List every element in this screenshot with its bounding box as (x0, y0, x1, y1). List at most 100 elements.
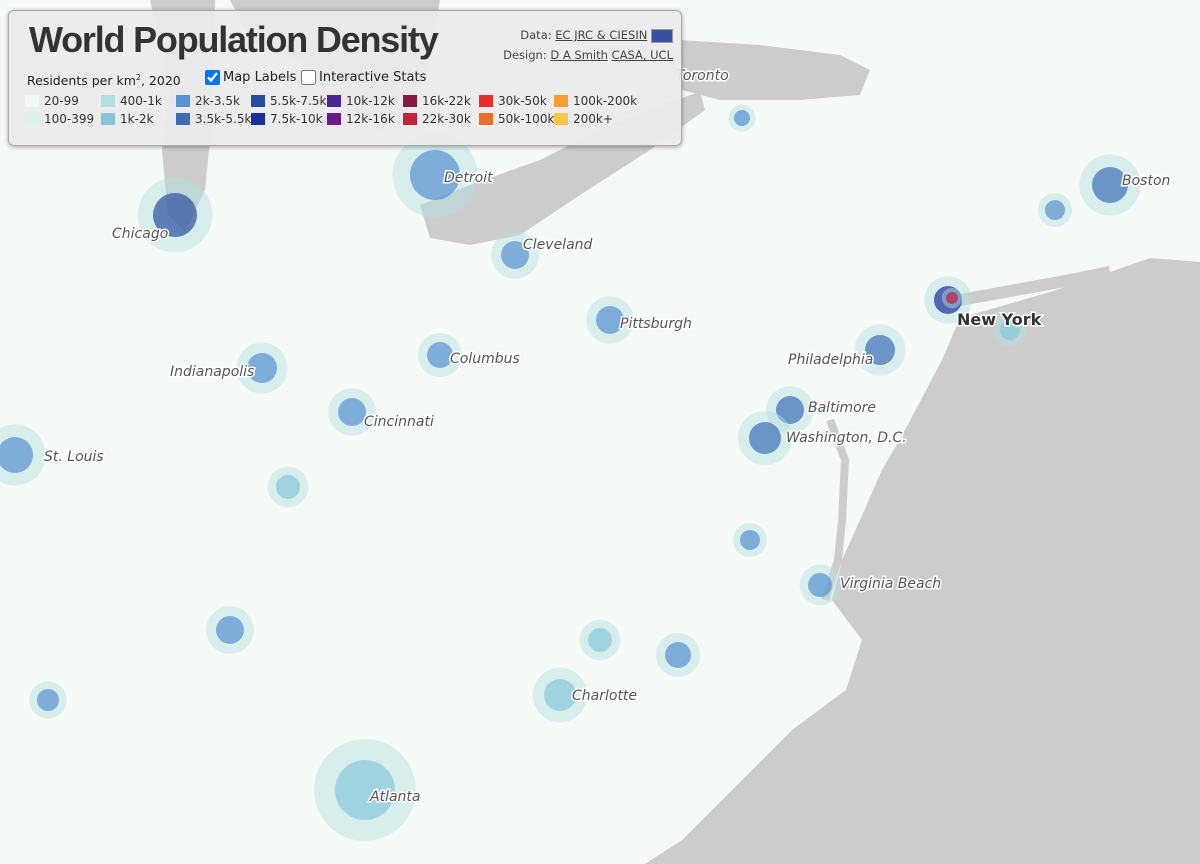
legend-label: 50k-100k (498, 112, 555, 126)
legend-item: 30k-50k (479, 94, 547, 108)
density-blob (865, 335, 895, 365)
legend-label: 22k-30k (422, 112, 471, 126)
legend-label: 100-399 (44, 112, 95, 126)
legend-item: 2k-3.5k (176, 94, 240, 108)
density-blob (734, 110, 750, 126)
chesapeake-bay (821, 418, 850, 602)
legend-label: 20-99 (44, 94, 79, 108)
city-label: Chicago (112, 226, 168, 242)
density-blob (427, 342, 453, 368)
city-label: Detroit (444, 170, 493, 186)
city-label: Cleveland (523, 237, 593, 253)
city-label: Cincinnati (364, 414, 434, 430)
legend-swatch (327, 95, 341, 107)
legend-swatch (554, 113, 568, 125)
density-blob (1045, 200, 1065, 220)
city-label: Washington, D.C. (786, 430, 907, 446)
legend-swatch (101, 95, 115, 107)
city-label: Boston (1122, 173, 1170, 189)
long-island-sound (958, 266, 1112, 306)
legend-swatch (327, 113, 341, 125)
density-blob (776, 396, 804, 424)
density-blob (0, 437, 33, 473)
legend-label: 400-1k (120, 94, 162, 108)
legend-item: 10k-12k (327, 94, 395, 108)
title: World Population Density (29, 19, 439, 60)
city-label: St. Louis (44, 449, 104, 465)
density-blob (276, 475, 300, 499)
legend-title-text: Residents per km (27, 73, 136, 89)
density-blob (247, 353, 277, 383)
checkbox[interactable] (301, 70, 316, 85)
legend-swatch (176, 95, 190, 107)
legend-swatch (176, 113, 190, 125)
density-blob (153, 193, 197, 237)
checkbox-label: Interactive Stats (319, 70, 427, 85)
ocean (645, 258, 1200, 864)
legend-swatch (251, 113, 265, 125)
density-blob (665, 642, 691, 668)
superscript: 2 (135, 73, 141, 82)
legend-label: 2k-3.5k (195, 94, 240, 108)
legend-swatch (403, 95, 417, 107)
legend-label: 30k-50k (498, 94, 547, 108)
city-label: Atlanta (369, 789, 420, 805)
legend-swatch (25, 113, 39, 125)
density-blob (588, 628, 612, 652)
density-blob (338, 398, 366, 426)
credits: Data: EC JRC & CIESIN Design: D A Smith … (503, 25, 673, 65)
density-blob (501, 241, 529, 269)
legend-item: 1k-2k (101, 112, 154, 126)
density-blob (216, 616, 244, 644)
credit-label: Data: (520, 28, 552, 42)
density-blob (596, 306, 624, 334)
density-blob (749, 422, 781, 454)
legend-item: 16k-22k (403, 94, 471, 108)
legend-label: 200k+ (573, 112, 613, 126)
legend-swatch (101, 113, 115, 125)
legend-swatch (25, 95, 39, 107)
legend-swatch (403, 113, 417, 125)
legend-label: 7.5k-10k (270, 112, 323, 126)
legend-item: 22k-30k (403, 112, 471, 126)
city-label: Charlotte (572, 688, 637, 704)
legend-label: 1k-2k (120, 112, 154, 126)
legend-swatch (479, 113, 493, 125)
checkbox[interactable] (205, 70, 220, 85)
city-label: Toronto (676, 68, 729, 84)
density-blob (544, 679, 576, 711)
density-blob (740, 530, 760, 550)
legend-item: 20-99 (25, 94, 79, 108)
checkbox-control[interactable]: Interactive Stats (301, 70, 426, 85)
flag-icon (651, 28, 673, 43)
legend-item: 400-1k (101, 94, 162, 108)
density-blob (1092, 167, 1128, 203)
legend-swatch (479, 95, 493, 107)
legend-item: 12k-16k (327, 112, 395, 126)
legend-title: Residents per km2, 2020 (27, 73, 181, 88)
density-layer (0, 104, 1141, 841)
legend-label: 10k-12k (346, 94, 395, 108)
legend-title-suffix: , 2020 (140, 73, 181, 89)
density-blob (1000, 320, 1020, 340)
link[interactable]: CASA, UCL (611, 48, 673, 62)
legend-label: 12k-16k (346, 112, 395, 126)
density-blob (37, 689, 59, 711)
city-label: New York (957, 310, 1042, 329)
legend-item: 200k+ (554, 112, 613, 126)
checkbox-label: Map Labels (223, 70, 297, 85)
legend-swatch (554, 95, 568, 107)
city-label: Indianapolis (170, 364, 254, 380)
legend-label: 100k-200k (573, 94, 638, 108)
city-label: Pittsburgh (620, 316, 692, 332)
link[interactable]: D A Smith (550, 48, 608, 62)
city-label: Philadelphia (788, 352, 873, 368)
link[interactable]: EC JRC & CIESIN (555, 28, 648, 42)
checkbox-control[interactable]: Map Labels (205, 70, 296, 85)
legend-item: 5.5k-7.5k (251, 94, 326, 108)
legend-item: 3.5k-5.5k (176, 112, 251, 126)
legend-item: 100k-200k (554, 94, 637, 108)
city-label: Columbus (450, 351, 520, 367)
legend-swatch (251, 95, 265, 107)
